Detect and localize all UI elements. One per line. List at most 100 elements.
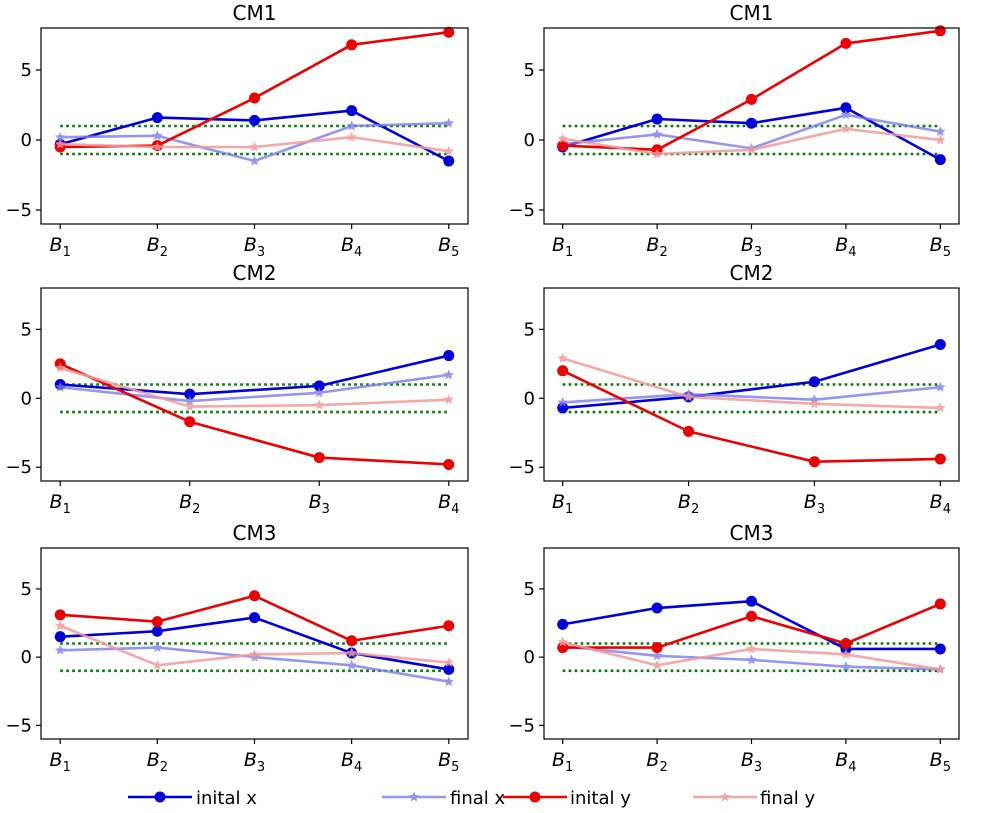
series-init_x [54,105,455,167]
data-point [683,391,694,402]
series-final_y [54,620,455,670]
data-point [557,140,569,152]
x-tick-label: B2 [147,234,168,260]
data-point [443,145,455,156]
data-point [651,642,663,654]
data-point [346,659,357,670]
x-tick-label: B5 [438,234,459,260]
data-point [54,609,66,621]
series-line [562,599,941,651]
legend-item-final_x [382,791,446,802]
panel-title: CM2 [730,261,774,285]
x-tick-label: B1 [50,234,71,260]
series-init_x [557,339,946,414]
data-point [313,452,325,464]
x-tick-label: B3 [741,234,762,260]
data-point [840,109,852,120]
y-tick-label: 5 [524,319,535,340]
panel-title: CM1 [233,1,277,25]
y-tick-label: 0 [524,130,535,151]
data-point [934,154,946,166]
data-point [443,350,455,362]
y-tick-label: 0 [21,388,32,409]
data-point [151,625,163,637]
data-point [840,648,852,659]
data-point [746,610,757,622]
data-point [443,620,455,632]
legend-marker [408,791,420,802]
series-final_y [557,123,946,159]
data-point [54,131,66,142]
data-point [54,620,66,631]
x-tick-label: B3 [244,749,265,775]
data-point [557,618,569,630]
data-point [651,650,663,661]
data-point [184,401,195,412]
legend-label: final y [760,788,815,809]
panel-title: CM3 [233,521,277,545]
series-final_y [557,636,946,674]
y-tick-label: 5 [524,579,535,600]
series-init_y [54,358,455,470]
data-point [249,155,260,166]
data-point [184,395,195,406]
data-point [152,130,163,141]
legend-marker [529,791,541,803]
data-point [54,631,66,643]
data-point [651,148,663,159]
data-point [184,416,196,428]
data-point [54,362,66,373]
data-point [934,453,946,465]
data-point [314,387,325,398]
y-tick-label: 0 [524,388,535,409]
legend-item-final_y [693,791,757,802]
x-tick-label: B2 [147,749,168,775]
data-point [746,117,757,129]
legend-label: inital x [196,788,257,809]
data-point [151,112,163,124]
x-tick-label: B5 [930,749,951,775]
series-line [562,602,941,649]
legend-item-init_x [128,791,192,803]
panel-4: CM2 −5 0 5 B1 B2 B3 B4 [508,261,960,517]
data-point [152,659,163,670]
data-point [934,598,946,610]
data-point [249,114,260,126]
x-tick-label: B2 [678,491,699,517]
data-point [557,365,569,377]
x-tick-label: B3 [804,491,825,517]
data-point [249,590,260,602]
y-tick-label: −5 [5,715,32,736]
series-line [562,385,941,404]
y-tick-label: −5 [508,457,535,478]
data-point [809,398,820,409]
data-point [934,643,946,655]
data-point [346,105,358,117]
panel-title: CM3 [730,521,774,545]
data-point [151,616,163,628]
x-tick-label: B1 [552,749,573,775]
data-point [54,381,66,392]
y-tick-label: 0 [21,647,32,668]
data-point [557,396,568,407]
series-line [59,362,449,466]
data-point [346,647,357,658]
data-point [54,138,66,149]
data-point [840,638,852,649]
y-tick-label: 5 [21,579,32,600]
data-point [443,117,455,128]
data-point [840,661,852,672]
panel-1: CM1 −5 0 5 B1 B2 B3 B4 B5 [5,1,469,260]
legend: inital x final x inital y final y [128,788,815,809]
data-point [249,92,260,104]
x-tick-label: B4 [835,749,856,775]
x-tick-label: B5 [438,749,459,775]
data-point [934,339,946,351]
data-point [935,663,946,674]
y-tick-label: 0 [21,130,32,151]
data-point [746,643,757,654]
data-point [651,113,663,125]
data-point [249,648,260,659]
series-final_x [54,642,455,687]
data-point [651,128,663,139]
